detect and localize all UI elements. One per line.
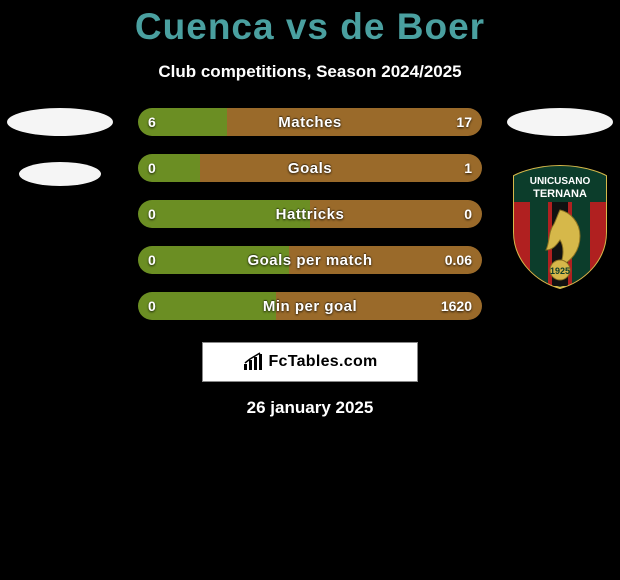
comparison-stage: UNICUSANO TERNANA 1925 617Matches 01Goals… [0,108,620,320]
stat-bars: 617Matches 01Goals 00Hattricks 00.06Goals p… [138,108,482,320]
stat-label: Min per goal [138,292,482,320]
stat-bar: 00.06Goals per match [138,246,482,274]
left-player-column [0,108,120,186]
crest-text-bottom: TERNANA [533,188,587,200]
brand-box: FcTables.com [202,342,418,382]
stat-label: Matches [138,108,482,136]
stat-bar: 01Goals [138,154,482,182]
left-player-placeholder-2 [19,162,101,186]
crest-text-top: UNICUSANO [530,176,591,187]
right-player-column: UNICUSANO TERNANA 1925 [500,108,620,290]
right-club-crest: UNICUSANO TERNANA 1925 [510,162,610,290]
stat-label: Goals per match [138,246,482,274]
subtitle: Club competitions, Season 2024/2025 [0,62,620,82]
ternana-crest-icon: UNICUSANO TERNANA 1925 [510,162,610,290]
brand-chart-icon [242,352,266,372]
stat-bar: 617Matches [138,108,482,136]
page-title: Cuenca vs de Boer [0,0,620,48]
right-player-placeholder [507,108,613,136]
stat-bar: 00Hattricks [138,200,482,228]
stat-label: Hattricks [138,200,482,228]
left-player-placeholder-1 [7,108,113,136]
brand-text: FcTables.com [268,353,377,371]
footer-date: 26 january 2025 [0,398,620,418]
crest-year: 1925 [550,266,570,276]
stat-label: Goals [138,154,482,182]
stat-bar: 01620Min per goal [138,292,482,320]
